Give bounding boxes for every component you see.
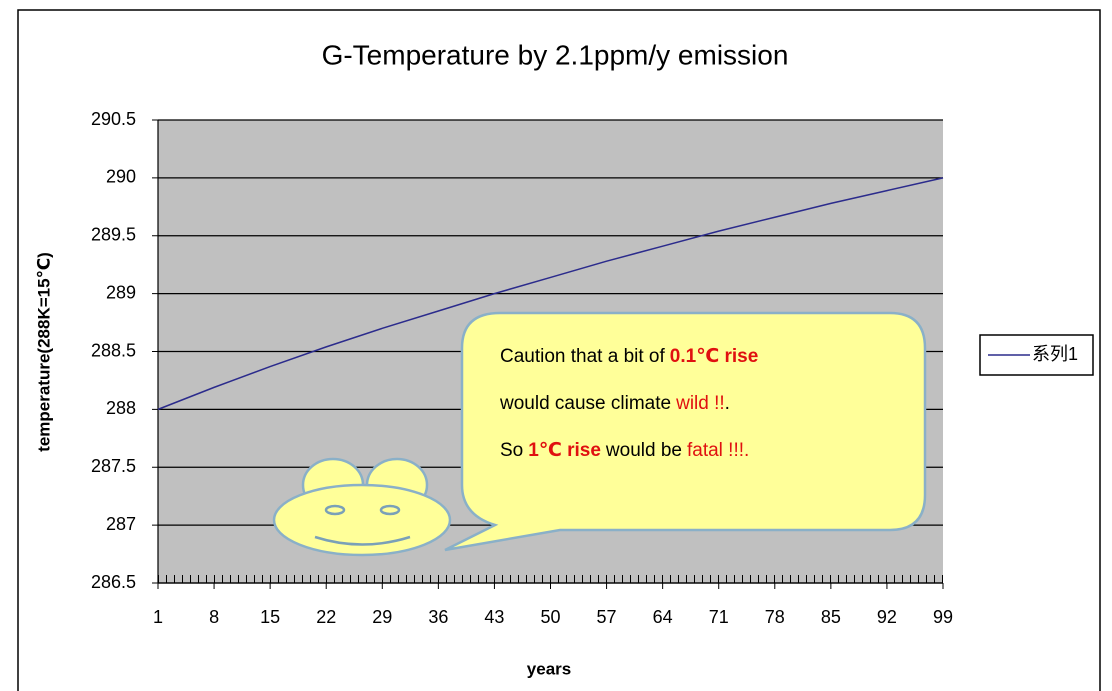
y-tick-label: 290: [106, 167, 136, 187]
y-axis-title: temperature(288K=15℃): [34, 252, 53, 452]
annotation-text: would be: [605, 440, 682, 461]
annotation-text: .: [725, 393, 730, 414]
annotation-text: Caution that a bit of: [500, 346, 665, 367]
y-tick-label: 288: [106, 398, 136, 418]
x-tick-label: 57: [597, 607, 617, 627]
annotation-text: 0.1℃ rise: [670, 346, 759, 367]
x-tick-label: 15: [260, 607, 280, 627]
y-tick-label: 290.5: [91, 109, 136, 129]
x-axis-title: years: [527, 659, 571, 678]
y-tick-label: 287: [106, 514, 136, 534]
x-tick-label: 71: [709, 607, 729, 627]
annotation-text: wild !!: [675, 393, 725, 414]
y-tick-label: 289.5: [91, 225, 136, 245]
x-tick-label: 50: [540, 607, 560, 627]
x-tick-label: 22: [316, 607, 336, 627]
annotation-text: So: [500, 440, 523, 461]
y-tick-label: 287.5: [91, 456, 136, 476]
annotation-text: 1℃ rise: [528, 440, 601, 461]
legend: 系列1: [980, 335, 1093, 375]
x-tick-label: 85: [821, 607, 841, 627]
x-tick-label: 36: [428, 607, 448, 627]
annotation-text: would cause climate: [499, 393, 671, 414]
annotation-text: fatal !!!.: [687, 440, 749, 461]
legend-label: 系列1: [1032, 344, 1078, 364]
y-tick-label: 286.5: [91, 572, 136, 592]
x-tick-label: 43: [484, 607, 504, 627]
y-tick-label: 288.5: [91, 340, 136, 360]
x-tick-label: 64: [653, 607, 673, 627]
x-tick-label: 78: [765, 607, 785, 627]
x-tick-label: 8: [209, 607, 219, 627]
y-tick-label: 289: [106, 282, 136, 302]
chart-title: G-Temperature by 2.1ppm/y emission: [322, 39, 789, 70]
x-tick-label: 29: [372, 607, 392, 627]
minor-ticks: [158, 575, 943, 583]
x-tick-label: 1: [153, 607, 163, 627]
x-tick-label: 92: [877, 607, 897, 627]
x-tick-label: 99: [933, 607, 953, 627]
chart: G-Temperature by 2.1ppm/y emission years…: [0, 0, 1112, 691]
